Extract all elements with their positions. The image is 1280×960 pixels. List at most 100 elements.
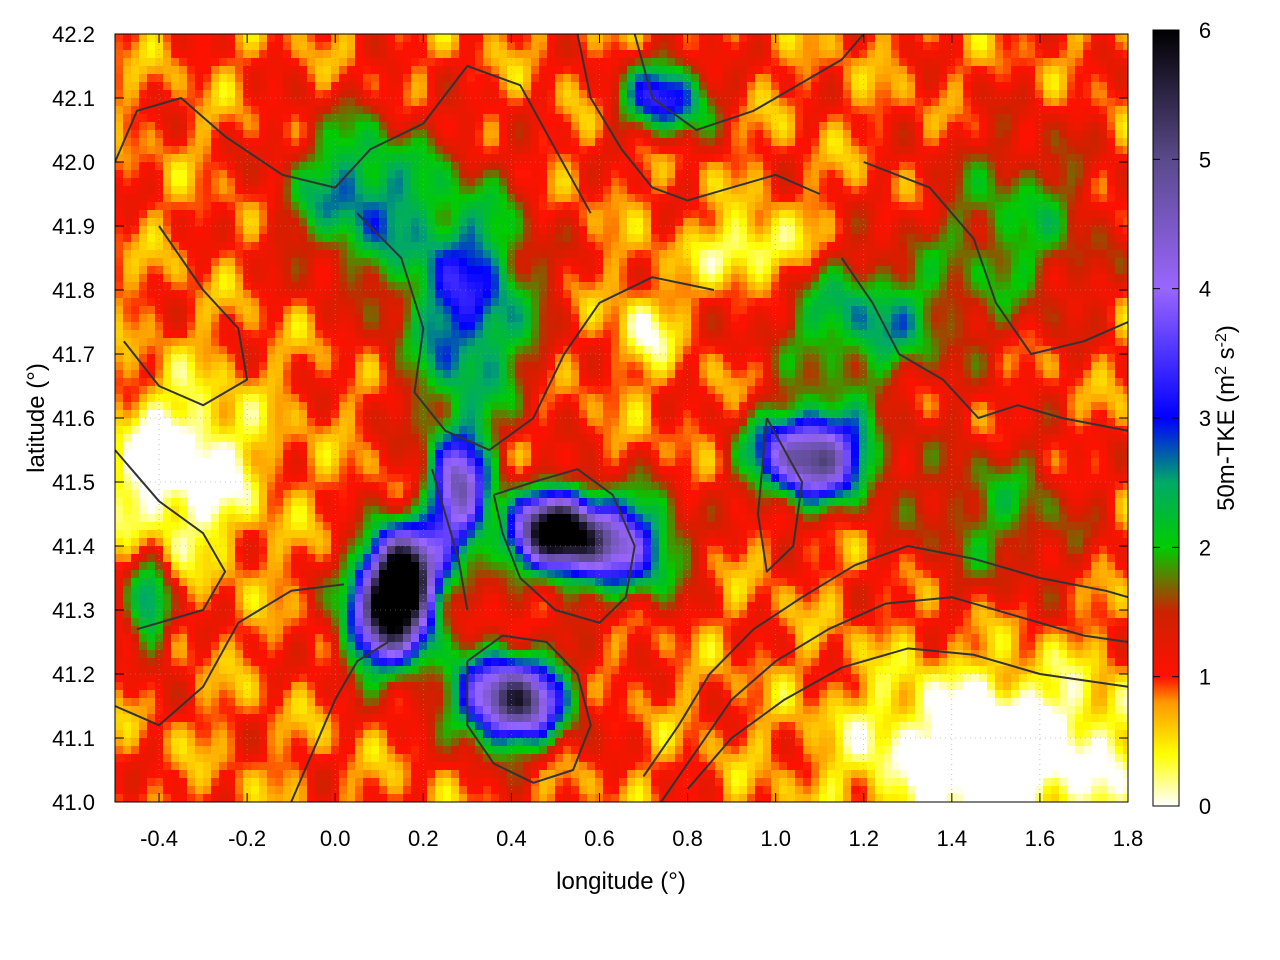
heatmap-cell (1035, 170, 1044, 179)
heatmap-cell (867, 146, 876, 155)
heatmap-cell (1003, 114, 1012, 123)
heatmap-cell (371, 178, 380, 187)
heatmap-cell (747, 74, 756, 83)
heatmap-cell (1035, 298, 1044, 307)
heatmap-cell (427, 58, 436, 67)
heatmap-cell (403, 106, 412, 115)
heatmap-cell (483, 98, 492, 107)
heatmap-cell (1027, 306, 1036, 315)
heatmap-cell (707, 306, 716, 315)
heatmap-cell (387, 82, 396, 91)
heatmap-cell (547, 242, 556, 251)
heatmap-cell (747, 82, 756, 91)
heatmap-cell (827, 282, 836, 291)
heatmap-cell (131, 90, 140, 99)
heatmap-cell (619, 266, 628, 275)
heatmap-cell (563, 82, 572, 91)
heatmap-cell (499, 234, 508, 243)
heatmap-cell (195, 234, 204, 243)
heatmap-cell (907, 298, 916, 307)
heatmap-cell (851, 130, 860, 139)
heatmap-cell (587, 290, 596, 299)
heatmap-cell (659, 50, 668, 59)
heatmap-cell (963, 154, 972, 163)
heatmap-cell (155, 82, 164, 91)
heatmap-cell (259, 242, 268, 251)
heatmap-cell (691, 258, 700, 267)
heatmap-cell (779, 258, 788, 267)
heatmap-cell (883, 266, 892, 275)
heatmap-cell (155, 106, 164, 115)
heatmap-cell (731, 178, 740, 187)
heatmap-cell (963, 282, 972, 291)
heatmap-cell (267, 290, 276, 299)
heatmap-cell (1091, 234, 1100, 243)
heatmap-cell (699, 130, 708, 139)
tke-heatmap (115, 34, 1128, 802)
heatmap-cell (923, 34, 932, 43)
heatmap-cell (555, 170, 564, 179)
heatmap-cell (587, 242, 596, 251)
heatmap-cell (371, 194, 380, 203)
heatmap-cell (275, 282, 284, 291)
heatmap-cell (475, 50, 484, 59)
heatmap-cell (427, 258, 436, 267)
heatmap-cell (1123, 98, 1128, 107)
heatmap-cell (1099, 266, 1108, 275)
heatmap-cell (147, 242, 156, 251)
heatmap-cell (531, 42, 540, 51)
heatmap-cell (1027, 66, 1036, 75)
heatmap-cell (939, 170, 948, 179)
heatmap-cell (323, 34, 332, 43)
heatmap-cell (539, 34, 548, 43)
heatmap-cell (139, 50, 148, 59)
heatmap-cell (163, 194, 172, 203)
heatmap-cell (203, 154, 212, 163)
heatmap-cell (307, 330, 316, 339)
heatmap-cell (203, 330, 212, 339)
heatmap-cell (747, 90, 756, 99)
heatmap-cell (715, 74, 724, 83)
heatmap-cell (755, 170, 764, 179)
heatmap-cell (1019, 282, 1028, 291)
heatmap-cell (203, 42, 212, 51)
heatmap-cell (483, 186, 492, 195)
heatmap-cell (267, 346, 276, 355)
heatmap-cell (683, 170, 692, 179)
heatmap-cell (435, 178, 444, 187)
heatmap-cell (307, 114, 316, 123)
heatmap-cell (483, 82, 492, 91)
heatmap-cell (779, 146, 788, 155)
heatmap-cell (403, 306, 412, 315)
heatmap-cell (579, 234, 588, 243)
heatmap-cell (835, 122, 844, 131)
heatmap-cell (1115, 34, 1124, 43)
heatmap-cell (315, 242, 324, 251)
heatmap-cell (995, 194, 1004, 203)
heatmap-cell (195, 346, 204, 355)
heatmap-cell (835, 82, 844, 91)
heatmap-cell (187, 226, 196, 235)
heatmap-cell (1091, 306, 1100, 315)
heatmap-cell (1043, 274, 1052, 283)
heatmap-cell (979, 74, 988, 83)
heatmap-cell (387, 234, 396, 243)
heatmap-cell (387, 210, 396, 219)
heatmap-cell (259, 266, 268, 275)
heatmap-cell (635, 130, 644, 139)
heatmap-cell (371, 322, 380, 331)
heatmap-cell (395, 290, 404, 299)
heatmap-cell (875, 66, 884, 75)
heatmap-cell (475, 82, 484, 91)
heatmap-cell (1019, 42, 1028, 51)
heatmap-cell (1059, 138, 1068, 147)
heatmap-cell (707, 50, 716, 59)
heatmap-cell (467, 250, 476, 259)
heatmap-cell (411, 250, 420, 259)
heatmap-cell (971, 122, 980, 131)
heatmap-cell (651, 170, 660, 179)
heatmap-cell (1043, 114, 1052, 123)
heatmap-cell (803, 250, 812, 259)
heatmap-cell (851, 322, 860, 331)
heatmap-cell (195, 122, 204, 131)
